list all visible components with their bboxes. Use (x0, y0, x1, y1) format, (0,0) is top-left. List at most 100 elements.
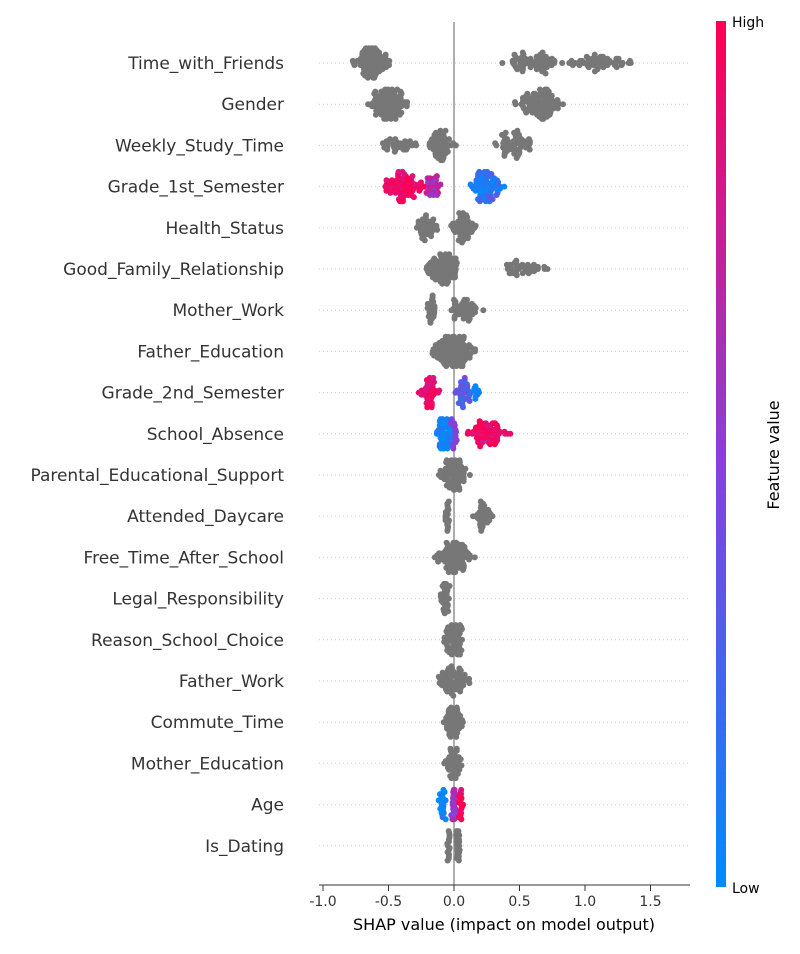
shap-point (477, 443, 484, 450)
shap-point (444, 857, 451, 864)
shap-point (437, 181, 444, 188)
feature-label: Gender (221, 95, 284, 115)
shap-point (489, 420, 496, 427)
shap-point (351, 62, 358, 69)
shap-point (531, 268, 538, 275)
shap-point (543, 113, 550, 120)
shap-point (467, 344, 474, 351)
shap-point (591, 68, 598, 75)
shap-point (430, 216, 437, 223)
shap-point (461, 296, 468, 303)
shap-point (503, 148, 510, 155)
shap-point (548, 62, 555, 69)
shap-point (515, 55, 522, 62)
shap-point (437, 251, 444, 258)
shap-point (362, 72, 368, 79)
shap-point (518, 101, 525, 108)
shap-point (456, 665, 463, 672)
shap-point (415, 218, 422, 225)
shap-point (526, 136, 532, 143)
shap-point (431, 303, 438, 309)
shap-point (396, 111, 403, 118)
shap-point (446, 766, 453, 773)
x-axis: -1.0 -0.5 0.0 0.5 1.0 1.5 SHAP value (impact … (309, 884, 690, 934)
shap-point (443, 457, 450, 464)
shap-point (437, 467, 444, 474)
shap-point (455, 754, 462, 761)
shap-point (476, 418, 483, 425)
shap-point (397, 88, 404, 95)
feature-label: School_Absence (147, 425, 284, 445)
shap-point (427, 175, 434, 182)
feature-label: Age (251, 796, 284, 816)
shap-point (400, 146, 407, 153)
shap-point (480, 500, 486, 507)
shap-point (519, 49, 526, 56)
shap-point (473, 177, 480, 184)
shap-point (388, 177, 395, 184)
feature-label: Parental_Educational_Support (30, 466, 284, 486)
shap-point (449, 220, 456, 227)
shap-point (418, 179, 424, 186)
shap-point (453, 855, 460, 862)
shap-point (464, 550, 471, 557)
shap-point (424, 404, 431, 411)
shap-point (464, 235, 471, 242)
shap-point (451, 420, 458, 427)
shap-point (428, 404, 435, 411)
shap-point (438, 474, 445, 481)
shap-point (492, 140, 499, 147)
shap-point (450, 786, 457, 793)
shap-point (451, 296, 457, 303)
shap-point (362, 45, 369, 52)
shap-point (503, 261, 510, 268)
shap-point (446, 649, 453, 656)
shap-point (383, 177, 390, 184)
feature-label: Is_Dating (205, 837, 284, 857)
shap-point (533, 66, 540, 73)
shap-point (378, 88, 385, 95)
shap-point (382, 51, 389, 58)
shap-point (445, 498, 452, 505)
shap-point (397, 198, 403, 205)
shap-point (583, 53, 590, 60)
shap-point (437, 278, 444, 285)
shap-point (442, 127, 449, 134)
shap-point (381, 115, 388, 122)
shap-point (444, 527, 451, 534)
shap-point (466, 472, 473, 478)
shap-point (459, 636, 465, 643)
shap-point (418, 231, 425, 238)
colorbar-low-label: Low (732, 881, 760, 897)
shap-point (482, 420, 489, 427)
shap-point (501, 428, 508, 435)
shap-point (554, 97, 561, 103)
shap-point (446, 251, 453, 258)
shap-point (452, 439, 459, 446)
colorbar-gradient (716, 21, 726, 887)
shap-point (387, 189, 394, 196)
shap-point (443, 580, 450, 587)
shap-point (445, 828, 452, 835)
shap-point (429, 350, 436, 357)
shap-point (430, 257, 436, 264)
shap-point (452, 686, 459, 693)
feature-label: Free_Time_After_School (84, 548, 284, 568)
shap-point (386, 62, 392, 69)
shap-point (387, 136, 393, 143)
shap-point (511, 51, 518, 58)
shap-point (524, 261, 531, 268)
shap-point (544, 86, 550, 93)
shap-point (436, 387, 443, 394)
shap-point (473, 435, 480, 441)
shap-point (459, 363, 466, 370)
shap-point (455, 564, 462, 571)
shap-point (526, 146, 533, 153)
shap-point (518, 263, 525, 270)
shap-point (442, 816, 449, 823)
shap-point (460, 404, 466, 411)
shap-point (604, 55, 611, 62)
feature-label: Mother_Work (172, 301, 284, 321)
